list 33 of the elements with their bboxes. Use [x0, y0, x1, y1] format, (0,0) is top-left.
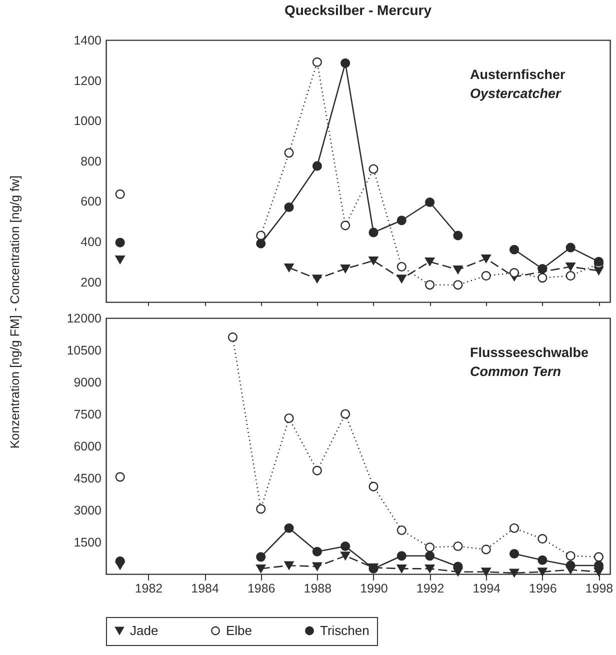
y-tick-label: 1400 [74, 34, 102, 48]
y-tick-label: 600 [80, 194, 102, 209]
legend-label: Elbe [226, 622, 252, 638]
y-tick-label: 400 [80, 235, 102, 250]
annotation: Flussseeschwalbe [470, 345, 590, 360]
legend-label: Jade [130, 622, 158, 638]
x-tick-label: 1990 [360, 582, 388, 596]
annotation: Common Tern [470, 364, 561, 379]
y-tick-label: 3000 [74, 504, 102, 518]
y-tick-label: 200 [80, 275, 102, 290]
y-tick-label: 800 [80, 154, 102, 168]
y-tick-label: 6000 [74, 440, 102, 454]
y-tick-label: 1200 [74, 74, 102, 88]
x-tick-label: 1998 [585, 582, 614, 596]
x-tick-label: 1984 [191, 582, 219, 596]
y-tick-label: 7500 [74, 408, 102, 422]
y-tick-label: 9000 [74, 376, 102, 390]
y-tick-label: 1500 [74, 536, 102, 550]
legend-label: Trischen [320, 622, 370, 638]
y-tick-label: 1000 [74, 114, 102, 128]
x-tick-label: 1994 [472, 582, 501, 596]
annotation: Oystercatcher [470, 86, 562, 101]
x-tick-label: 1982 [134, 582, 163, 596]
y-tick-label: 12000 [66, 312, 102, 326]
y-tick-label: 4500 [74, 472, 102, 486]
x-tick-label: 1996 [529, 582, 557, 596]
x-tick-label: 1988 [304, 582, 332, 596]
y-axis-title: Konzentration [ng/g FM] - Concentration [ng/g fw] [7, 174, 23, 451]
y-tick-label: 10500 [66, 344, 102, 358]
x-tick-label: 1992 [416, 582, 444, 596]
annotation: Austernfischer [470, 67, 566, 82]
chart-title: Quecksilber - Mercury [284, 2, 432, 18]
x-tick-label: 1986 [247, 582, 276, 596]
